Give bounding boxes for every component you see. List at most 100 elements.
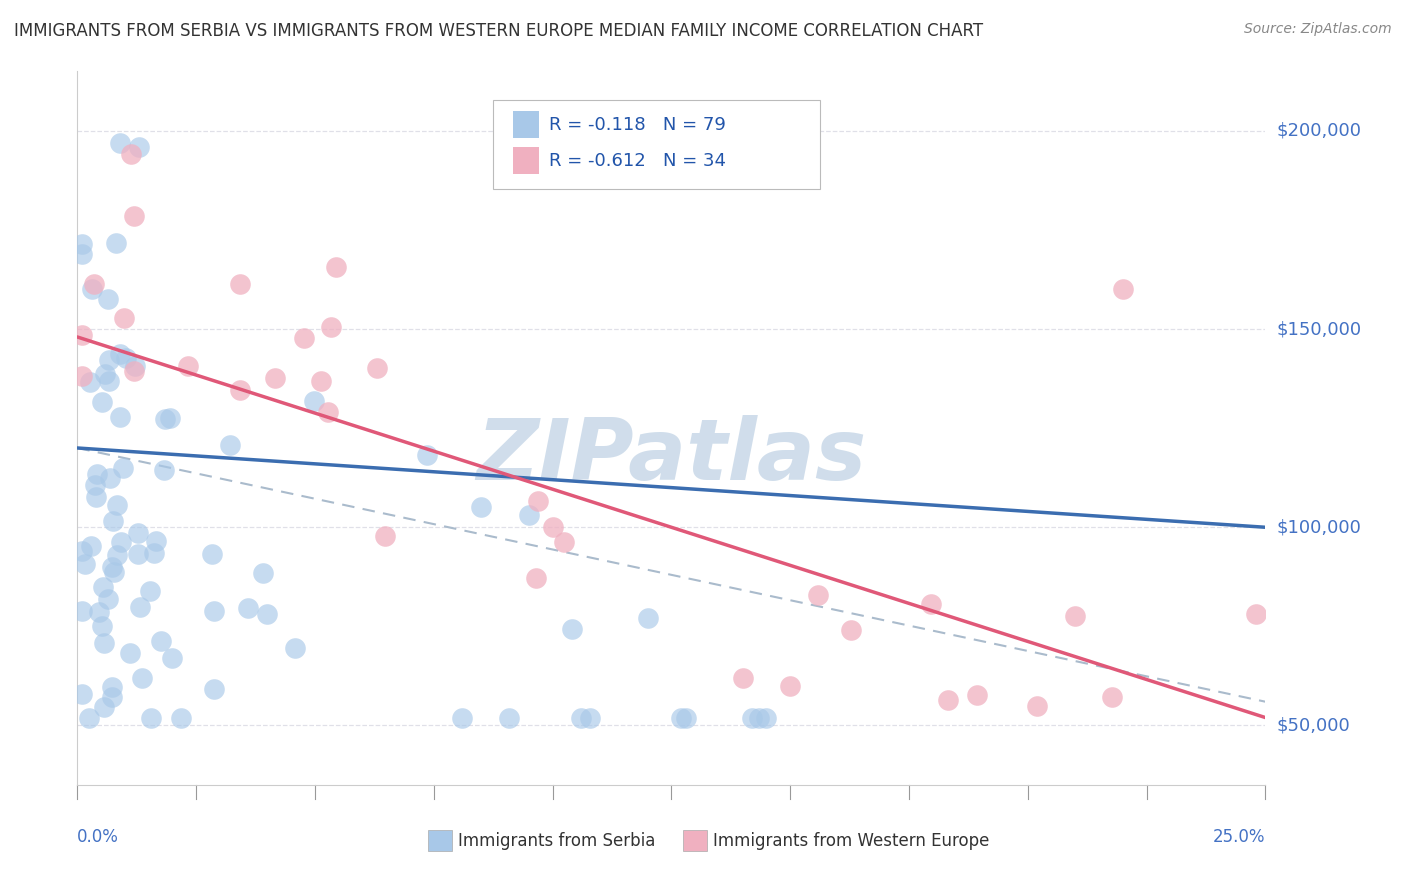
Point [966, 688, 988, 702]
Point [1064, 608, 1087, 623]
Point [284, 641, 307, 656]
Point [70, 368, 93, 383]
Point [541, 520, 564, 534]
Text: $200,000: $200,000 [1277, 122, 1361, 140]
Text: Source: ZipAtlas.com: Source: ZipAtlas.com [1244, 22, 1392, 37]
Point [124, 364, 146, 378]
Point [470, 500, 492, 515]
Point [87, 605, 110, 619]
Point [807, 588, 830, 602]
Point [118, 646, 141, 660]
Text: R = -0.612   N = 34: R = -0.612 N = 34 [548, 152, 725, 169]
Point [1025, 699, 1047, 714]
Point [84, 478, 107, 492]
Point [149, 633, 172, 648]
Point [105, 498, 128, 512]
Point [292, 331, 315, 345]
Point [920, 597, 942, 611]
Point [153, 411, 176, 425]
Point [124, 359, 146, 373]
Point [152, 463, 174, 477]
Point [229, 277, 252, 292]
Point [70, 327, 93, 342]
Text: IMMIGRANTS FROM SERBIA VS IMMIGRANTS FROM WESTERN EUROPE MEDIAN FAMILY INCOME CO: IMMIGRANTS FROM SERBIA VS IMMIGRANTS FRO… [14, 22, 983, 40]
Point [219, 438, 242, 452]
Text: R = -0.118   N = 79: R = -0.118 N = 79 [548, 116, 725, 134]
Point [302, 393, 325, 408]
Point [755, 710, 778, 724]
Point [143, 546, 166, 560]
FancyBboxPatch shape [513, 112, 540, 138]
Point [553, 535, 575, 549]
Text: Immigrants from Serbia: Immigrants from Serbia [457, 831, 655, 849]
Point [84, 490, 107, 504]
Text: $50,000: $50,000 [1277, 716, 1350, 734]
Point [104, 235, 127, 250]
Point [93, 636, 115, 650]
Point [70, 543, 93, 558]
Point [122, 209, 145, 223]
Point [748, 710, 770, 724]
Point [309, 374, 332, 388]
Point [93, 699, 115, 714]
FancyBboxPatch shape [683, 830, 707, 851]
Point [675, 710, 697, 724]
Point [527, 493, 550, 508]
Point [91, 395, 114, 409]
Point [938, 692, 960, 706]
Text: Immigrants from Western Europe: Immigrants from Western Europe [713, 831, 990, 849]
Point [162, 651, 184, 665]
Point [202, 604, 225, 618]
Point [1244, 607, 1267, 622]
FancyBboxPatch shape [427, 830, 451, 851]
Point [201, 547, 224, 561]
Point [83, 277, 105, 291]
Point [70, 687, 93, 701]
Point [741, 710, 763, 724]
Point [139, 583, 162, 598]
Point [91, 580, 114, 594]
Text: 25.0%: 25.0% [1213, 828, 1265, 846]
Point [101, 560, 124, 574]
Point [70, 247, 93, 261]
Point [256, 607, 278, 622]
Text: 0.0%: 0.0% [77, 828, 120, 846]
Point [111, 461, 134, 475]
Point [731, 671, 754, 685]
Point [779, 679, 801, 693]
Point [97, 353, 120, 368]
Point [569, 710, 592, 724]
Point [170, 710, 193, 724]
Point [77, 710, 100, 724]
Point [86, 467, 108, 482]
Point [112, 310, 135, 325]
Point [139, 710, 162, 724]
Point [105, 548, 128, 562]
Point [131, 671, 153, 685]
Point [70, 604, 93, 618]
Point [321, 320, 343, 334]
Point [108, 409, 131, 424]
Point [100, 690, 122, 704]
Point [120, 147, 142, 161]
FancyBboxPatch shape [513, 147, 540, 174]
Text: $100,000: $100,000 [1277, 518, 1361, 536]
Point [415, 448, 437, 462]
Point [238, 601, 260, 615]
Point [229, 383, 252, 397]
Point [325, 260, 347, 275]
Point [252, 566, 274, 580]
Point [145, 533, 167, 548]
Point [114, 351, 136, 365]
Point [108, 347, 131, 361]
Point [80, 539, 103, 553]
Point [110, 535, 132, 549]
Point [517, 508, 540, 523]
Point [451, 710, 474, 724]
Point [127, 547, 149, 561]
Point [374, 529, 396, 543]
Point [1101, 690, 1123, 705]
Point [561, 622, 583, 636]
Point [98, 470, 121, 484]
Point [93, 368, 115, 382]
